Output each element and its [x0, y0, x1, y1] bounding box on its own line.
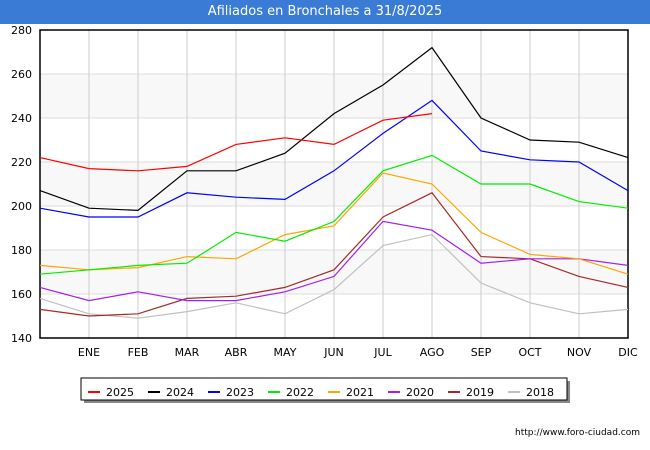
x-tick-label: SEP	[471, 346, 492, 359]
y-tick-label: 240	[11, 112, 32, 125]
series-line-2025	[39, 113, 433, 172]
x-tick-label: ABR	[225, 346, 248, 359]
y-tick-label: 220	[11, 156, 32, 169]
legend-label: 2020	[406, 386, 434, 399]
legend-label: 2023	[226, 386, 254, 399]
legend-label: 2021	[346, 386, 374, 399]
legend-label: 2019	[466, 386, 494, 399]
y-tick-label: 140	[11, 332, 32, 345]
chart-title: Afiliados en Bronchales a 31/8/2025	[0, 0, 650, 24]
series-line-2023	[39, 99, 629, 218]
series-line-2021	[39, 172, 629, 275]
legend-label: 2022	[286, 386, 314, 399]
series-line-2022	[39, 154, 629, 275]
x-tick-label: MAR	[175, 346, 200, 359]
x-tick-label: NOV	[567, 346, 592, 359]
plot-frame	[39, 29, 629, 339]
series-line-2018	[39, 233, 629, 319]
y-tick-label: 180	[11, 244, 32, 257]
series-line-2024	[39, 46, 629, 212]
y-tick-label: 160	[11, 288, 32, 301]
y-tick-label: 280	[11, 24, 32, 37]
series-line-2020	[39, 220, 629, 302]
x-tick-label: AGO	[420, 346, 445, 359]
y-tick-label: 260	[11, 68, 32, 81]
legend-label: 2025	[106, 386, 134, 399]
x-tick-label: OCT	[518, 346, 541, 359]
x-tick-label: JUN	[323, 346, 344, 359]
x-tick-label: MAY	[274, 346, 297, 359]
legend: 2025 2024 2023 2022 2021 2020 2019 2018	[80, 377, 570, 403]
y-tick-label: 200	[11, 200, 32, 213]
x-tick-label: ENE	[78, 346, 100, 359]
x-tick-label: FEB	[128, 346, 149, 359]
legend-label: 2018	[526, 386, 554, 399]
x-tick-label: DIC	[618, 346, 638, 359]
source-url: http://www.foro-ciudad.com	[515, 428, 640, 438]
legend-label: 2024	[166, 386, 194, 399]
x-tick-label: JUL	[373, 346, 392, 359]
